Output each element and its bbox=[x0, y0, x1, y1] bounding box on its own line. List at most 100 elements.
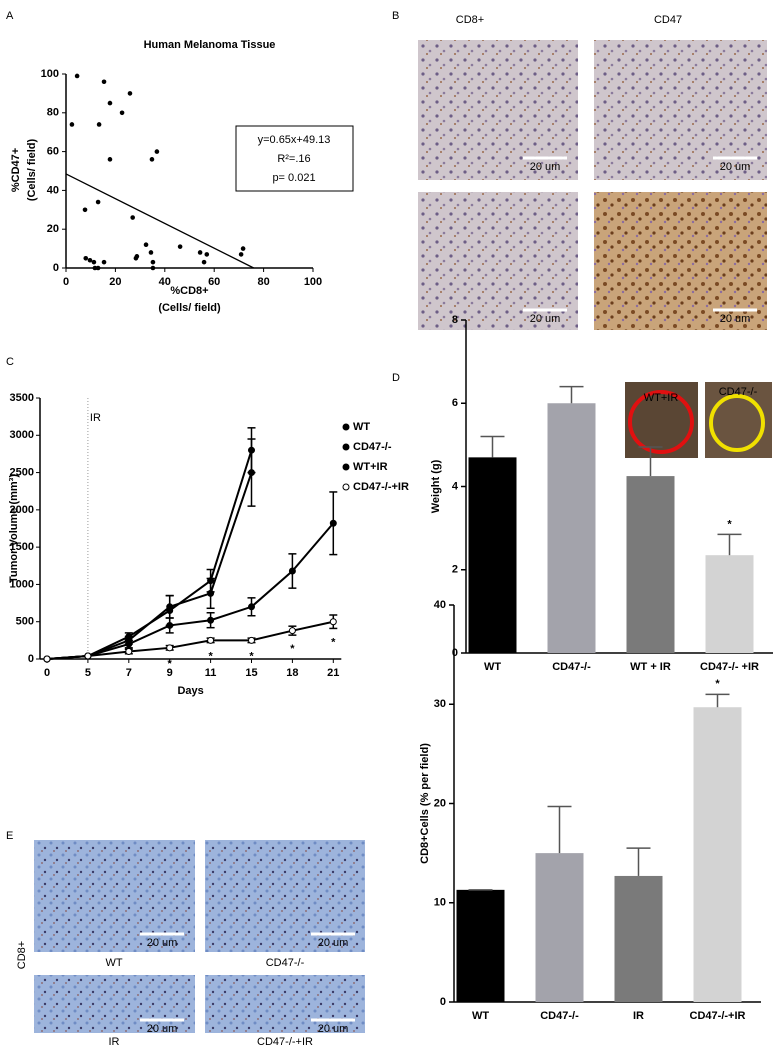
x-tick-label: 7 bbox=[126, 667, 132, 679]
point bbox=[92, 265, 98, 271]
x-tick-label: 100 bbox=[304, 276, 322, 288]
scale-label: 20 um bbox=[530, 161, 561, 173]
y-tick-label: 2000 bbox=[10, 504, 34, 516]
point bbox=[74, 73, 80, 79]
panel-label: E bbox=[6, 830, 13, 842]
y-tick-label: 0 bbox=[28, 653, 34, 665]
point bbox=[95, 199, 101, 205]
point bbox=[197, 250, 203, 255]
y-tick-label: 2500 bbox=[10, 466, 34, 478]
micrograph bbox=[594, 192, 767, 330]
point bbox=[127, 91, 133, 96]
legend-label: CD47-/- bbox=[353, 441, 392, 453]
significance: * bbox=[249, 651, 254, 663]
legend-label: CD47-/-+IR bbox=[353, 481, 409, 493]
image-label: CD47 bbox=[654, 14, 682, 26]
point bbox=[91, 259, 97, 265]
point bbox=[107, 157, 113, 162]
marker bbox=[248, 603, 255, 611]
y-tick-label: 1000 bbox=[10, 578, 34, 590]
marker bbox=[207, 636, 215, 644]
scale-label: 20 um bbox=[318, 937, 349, 949]
panel-label: B bbox=[392, 10, 399, 22]
y-tick-label: 0 bbox=[53, 262, 59, 274]
y-tick-label: 20 bbox=[47, 223, 59, 235]
point bbox=[69, 122, 75, 127]
y-tick-label: 0 bbox=[452, 647, 458, 659]
x-tick-label: 0 bbox=[44, 667, 50, 679]
marker bbox=[248, 636, 255, 644]
bar bbox=[456, 889, 505, 1002]
tumor-circle bbox=[709, 394, 765, 452]
legend-label: WT+IR bbox=[353, 461, 388, 473]
series-line bbox=[46, 620, 334, 660]
point bbox=[150, 259, 156, 265]
point bbox=[238, 252, 244, 257]
y-axis-label: (Cells/ field) bbox=[26, 138, 38, 201]
scale-label: 20 um bbox=[530, 313, 561, 325]
bar bbox=[468, 457, 517, 653]
bar bbox=[547, 403, 596, 653]
ir-label: IR bbox=[90, 412, 101, 424]
point bbox=[95, 265, 101, 271]
y-tick-label: 0 bbox=[440, 996, 446, 1008]
y-tick-label: 10 bbox=[434, 897, 446, 909]
x-axis-label: (Cells/ field) bbox=[158, 302, 221, 314]
x-tick-label: 9 bbox=[167, 667, 173, 679]
point bbox=[119, 110, 125, 116]
scale-label: 20 um bbox=[318, 1023, 349, 1035]
panel-label: D bbox=[392, 372, 400, 384]
x-tick-label: CD47-/- +IR bbox=[700, 661, 759, 673]
marker bbox=[125, 633, 133, 641]
bar bbox=[535, 853, 584, 1002]
marker bbox=[166, 644, 174, 652]
y-tick-label: 1500 bbox=[10, 541, 34, 553]
row-label: CD8+ bbox=[16, 941, 28, 969]
marker bbox=[329, 618, 337, 626]
marker bbox=[248, 446, 255, 454]
image-label: CD8+ bbox=[456, 14, 484, 26]
point bbox=[107, 100, 113, 106]
x-tick-label: 60 bbox=[208, 276, 220, 288]
image-label: CD47-/-+IR bbox=[257, 1036, 313, 1048]
marker bbox=[166, 607, 174, 615]
y-tick-label: 500 bbox=[16, 616, 34, 628]
chart-title: Human Melanoma Tissue bbox=[144, 39, 276, 51]
bar bbox=[614, 875, 663, 1002]
point bbox=[201, 259, 207, 265]
image-label: IR bbox=[109, 1036, 120, 1048]
marker bbox=[125, 648, 133, 656]
y-tick-label: 2 bbox=[452, 564, 458, 576]
marker bbox=[288, 567, 296, 575]
point bbox=[150, 265, 156, 271]
point bbox=[177, 244, 183, 249]
x-tick-label: 20 bbox=[109, 276, 121, 288]
micrograph bbox=[418, 192, 578, 330]
y-tick-label: 40 bbox=[434, 599, 446, 611]
series-line bbox=[46, 472, 253, 660]
point bbox=[240, 246, 246, 251]
x-tick-label: 5 bbox=[85, 667, 91, 679]
image-label: WT bbox=[105, 957, 122, 969]
image-label: CD47-/- bbox=[719, 386, 758, 398]
y-tick-label: 8 bbox=[452, 314, 458, 326]
y-tick-label: 4 bbox=[452, 480, 459, 492]
scale-label: 20 um bbox=[147, 937, 178, 949]
x-tick-label: 40 bbox=[159, 276, 171, 288]
y-axis-label: Tumor Volume (mm³) bbox=[8, 474, 20, 583]
image-label: CD47-/- bbox=[266, 957, 305, 969]
y-tick-label: 100 bbox=[41, 68, 59, 80]
tumor-photo bbox=[625, 382, 698, 458]
fit-line bbox=[65, 173, 255, 269]
point bbox=[143, 242, 149, 248]
x-tick-label: 0 bbox=[63, 276, 69, 288]
x-tick-label: WT bbox=[484, 661, 501, 673]
marker bbox=[43, 655, 51, 663]
x-tick-label: CD47-/- bbox=[552, 661, 591, 673]
marker bbox=[207, 577, 215, 585]
series-line bbox=[46, 522, 335, 660]
x-tick-label: CD47-/-+IR bbox=[690, 1010, 746, 1022]
legend-marker bbox=[342, 463, 350, 471]
